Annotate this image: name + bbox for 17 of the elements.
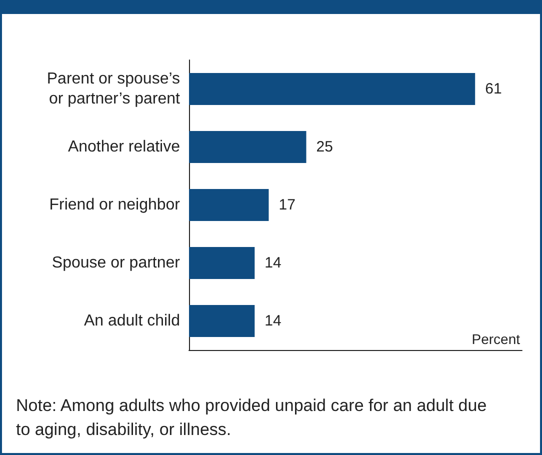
y-tick-label: Spouse or partner: [52, 254, 181, 272]
bar: [189, 247, 255, 279]
data-label: 14: [264, 312, 282, 330]
data-label: 25: [316, 138, 333, 156]
y-tick-label: Friend or neighbor: [49, 196, 181, 214]
bar: [189, 305, 255, 337]
y-tick-label: Another relative: [68, 138, 180, 156]
data-label: 14: [264, 254, 282, 272]
y-tick-label: Parent or spouse’s or partner’s parent: [44, 70, 181, 108]
x-axis-title: Percent: [472, 331, 520, 347]
bar: [189, 189, 269, 221]
y-tick-label: An adult child: [84, 312, 180, 330]
data-label: 61: [485, 80, 502, 98]
text: Note: Among adults who provided unpaid care for an adult due to aging, disability, or illness.: [15, 395, 488, 441]
bar: [189, 131, 306, 163]
bar: [189, 73, 476, 105]
data-label: 17: [278, 196, 296, 214]
